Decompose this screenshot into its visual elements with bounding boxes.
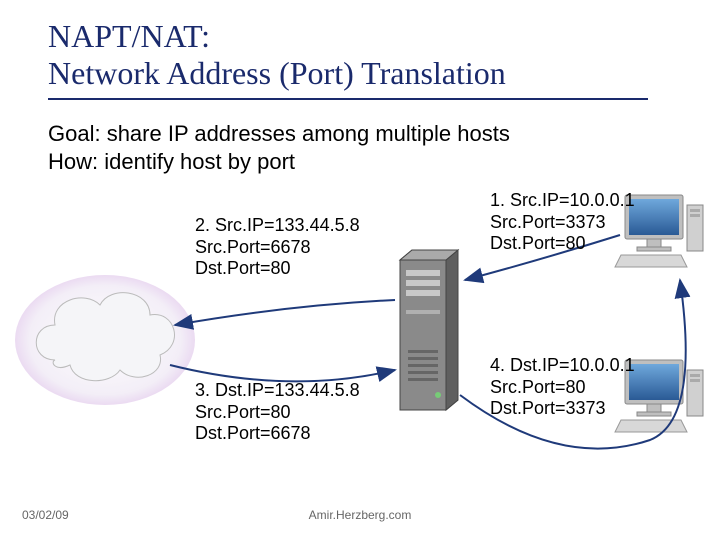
- network-diagram: [0, 0, 720, 540]
- label-1-line-c: Dst.Port=80: [490, 233, 586, 253]
- nat-server-icon: [400, 250, 458, 410]
- packet-label-4: 4. Dst.IP=10.0.0.1 Src.Port=80 Dst.Port=…: [490, 355, 635, 420]
- label-1-line-a: 1. Src.IP=10.0.0.1: [490, 190, 635, 210]
- label-3-line-a: 3. Dst.IP=133.44.5.8: [195, 380, 360, 400]
- footer-date: 03/02/09: [22, 508, 69, 522]
- packet-label-1: 1. Src.IP=10.0.0.1 Src.Port=3373 Dst.Por…: [490, 190, 635, 255]
- label-2-line-c: Dst.Port=80: [195, 258, 291, 278]
- label-4-line-a: 4. Dst.IP=10.0.0.1: [490, 355, 635, 375]
- packet-label-3: 3. Dst.IP=133.44.5.8 Src.Port=80 Dst.Por…: [195, 380, 360, 445]
- footer-author: Amir.Herzberg.com: [309, 508, 412, 522]
- arrow-2: [175, 300, 395, 325]
- label-4-line-c: Dst.Port=3373: [490, 398, 606, 418]
- label-3-line-b: Src.Port=80: [195, 402, 291, 422]
- label-3-line-c: Dst.Port=6678: [195, 423, 311, 443]
- packet-label-2: 2. Src.IP=133.44.5.8 Src.Port=6678 Dst.P…: [195, 215, 360, 280]
- label-1-line-b: Src.Port=3373: [490, 212, 606, 232]
- arrow-3: [170, 365, 395, 381]
- label-4-line-b: Src.Port=80: [490, 377, 586, 397]
- label-2-line-a: 2. Src.IP=133.44.5.8: [195, 215, 360, 235]
- label-2-line-b: Src.Port=6678: [195, 237, 311, 257]
